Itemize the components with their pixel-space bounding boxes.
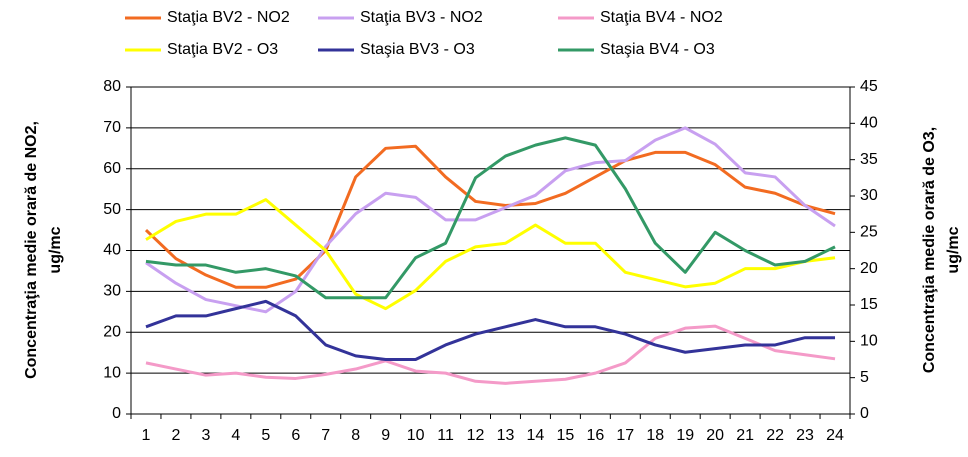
y-tick-label: 0 bbox=[112, 405, 121, 422]
x-tick-label: 15 bbox=[556, 427, 574, 444]
x-tick-label: 2 bbox=[171, 427, 180, 444]
series-line bbox=[145, 299, 836, 361]
legend-label: Staţia BV3 - NO2 bbox=[360, 9, 483, 26]
y-tick-label: 80 bbox=[103, 78, 121, 95]
x-tick-label: 23 bbox=[796, 427, 814, 444]
x-tick-label: 14 bbox=[527, 427, 545, 444]
x-tick-label: 12 bbox=[467, 427, 485, 444]
y-tick-label: 50 bbox=[103, 201, 121, 218]
y2-tick-label: 45 bbox=[860, 78, 878, 95]
y-tick-label: 30 bbox=[103, 283, 121, 300]
x-tick-label: 9 bbox=[381, 427, 390, 444]
y-axis-title: ug/mc bbox=[47, 226, 64, 273]
y2-tick-label: 5 bbox=[860, 369, 869, 386]
legend-label: Staţia BV2 - NO2 bbox=[167, 9, 290, 26]
legend-label: Staşia BV3 - O3 bbox=[360, 41, 475, 58]
y2-axis-title: Concentraţia medie orară de O3, bbox=[921, 127, 938, 373]
x-tick-label: 7 bbox=[321, 427, 330, 444]
x-tick-label: 8 bbox=[351, 427, 360, 444]
x-tick-label: 20 bbox=[706, 427, 724, 444]
x-tick-label: 13 bbox=[497, 427, 515, 444]
x-tick-label: 16 bbox=[586, 427, 604, 444]
y2-tick-label: 10 bbox=[860, 333, 878, 350]
y2-tick-label: 35 bbox=[860, 151, 878, 168]
y2-tick-label: 15 bbox=[860, 296, 878, 313]
series-line bbox=[145, 198, 836, 311]
y2-tick-label: 40 bbox=[860, 115, 878, 132]
legend-label: Staţia BV4 - NO2 bbox=[600, 9, 723, 26]
x-tick-label: 22 bbox=[766, 427, 784, 444]
series-line bbox=[144, 144, 836, 289]
y-tick-label: 40 bbox=[103, 242, 121, 259]
series-line bbox=[145, 126, 836, 314]
y-tick-label: 60 bbox=[103, 160, 121, 177]
legend-label: Staşia BV4 - O3 bbox=[600, 41, 715, 58]
series-line bbox=[145, 324, 836, 385]
x-tick-label: 17 bbox=[616, 427, 634, 444]
y-axis-title: Concentraţia medie orară de NO2, bbox=[23, 121, 40, 379]
y-tick-label: 70 bbox=[103, 119, 121, 136]
y2-tick-label: 30 bbox=[860, 187, 878, 204]
x-tick-label: 6 bbox=[291, 427, 300, 444]
x-tick-label: 21 bbox=[736, 427, 754, 444]
x-tick-label: 1 bbox=[142, 427, 151, 444]
legend-label: Staţia BV2 - O3 bbox=[167, 41, 278, 58]
x-tick-label: 10 bbox=[407, 427, 425, 444]
y2-tick-label: 0 bbox=[860, 405, 869, 422]
x-tick-label: 24 bbox=[826, 427, 844, 444]
x-tick-label: 5 bbox=[261, 427, 270, 444]
y2-axis-title: ug/mc bbox=[945, 226, 962, 273]
series-line bbox=[145, 136, 836, 300]
y-tick-label: 20 bbox=[103, 323, 121, 340]
x-tick-label: 18 bbox=[646, 427, 664, 444]
y2-tick-label: 25 bbox=[860, 224, 878, 241]
x-tick-label: 19 bbox=[676, 427, 694, 444]
x-tick-label: 4 bbox=[231, 427, 240, 444]
y2-tick-label: 20 bbox=[860, 260, 878, 277]
x-tick-label: 11 bbox=[437, 427, 454, 444]
x-tick-label: 3 bbox=[201, 427, 210, 444]
y-tick-label: 10 bbox=[103, 364, 121, 381]
